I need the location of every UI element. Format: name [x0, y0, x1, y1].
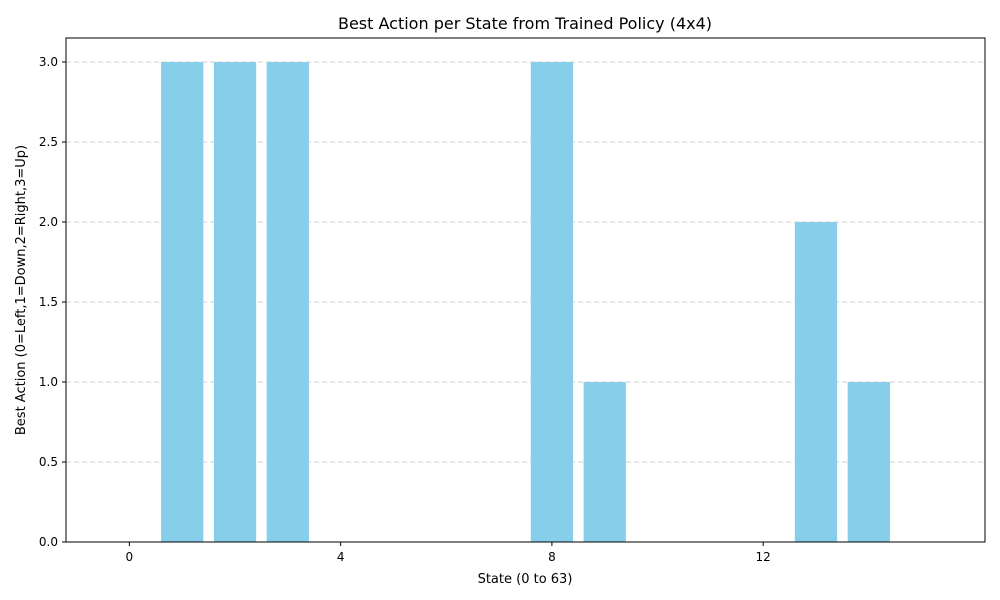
y-tick-label: 1.0	[39, 375, 58, 389]
y-tick-label: 3.0	[39, 55, 58, 69]
x-axis-ticks: 0 4 8 12	[126, 542, 771, 564]
y-tick-label: 0.5	[39, 455, 58, 469]
x-tick-label: 12	[756, 550, 771, 564]
bar-state-13	[794, 222, 838, 542]
bar-state-8	[530, 62, 574, 542]
x-tick-label: 4	[337, 550, 345, 564]
y-axis-ticks: 0.0 0.5 1.0 1.5 2.0 2.5 3.0	[39, 55, 66, 549]
x-tick-label: 0	[126, 550, 134, 564]
y-tick-label: 0.0	[39, 535, 58, 549]
y-tick-label: 2.5	[39, 135, 58, 149]
y-tick-label: 2.0	[39, 215, 58, 229]
y-axis-label: Best Action (0=Left,1=Down,2=Right,3=Up)	[14, 145, 29, 435]
chart-title: Best Action per State from Trained Polic…	[338, 14, 712, 33]
bar-state-2	[213, 62, 257, 542]
bar-state-9	[583, 382, 626, 542]
x-axis-label: State (0 to 63)	[478, 572, 573, 587]
grid-lines	[66, 61, 985, 543]
bar-state-1	[161, 62, 204, 542]
plot-frame	[65, 37, 986, 543]
y-tick-label: 1.5	[39, 295, 58, 309]
bars	[161, 62, 890, 542]
bar-state-14	[847, 382, 890, 542]
x-tick-label: 8	[548, 550, 556, 564]
bar-state-3	[266, 62, 309, 542]
